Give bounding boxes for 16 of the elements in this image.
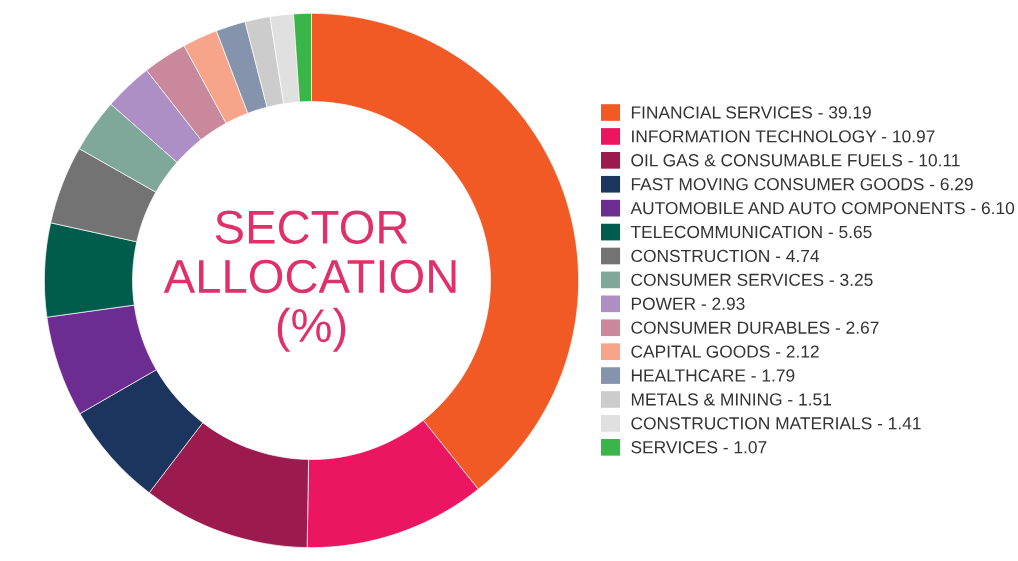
legend-label: AUTOMOBILE AND AUTO COMPONENTS - 6.10: [630, 201, 1015, 215]
legend-label: CONSUMER SERVICES - 3.25: [631, 273, 873, 286]
legend-label: METALS & MINING - 1.51: [631, 393, 831, 406]
legend-label: CONSTRUCTION MATERIALS - 1.41: [631, 417, 921, 430]
legend-label: SERVICES - 1.07: [631, 441, 767, 454]
legend-label: CONSTRUCTION - 4.74: [631, 249, 820, 263]
text: SECTOR ALLOCATION (%): [163, 210, 456, 352]
legend-label: OIL GAS & CONSUMABLE FUELS - 10.11: [631, 154, 960, 167]
legend-label: POWER - 2.93: [631, 297, 745, 310]
legend-label: HEALTHCARE - 1.79: [631, 369, 795, 382]
legend-label: FAST MOVING CONSUMER GOODS - 6.29: [631, 178, 973, 191]
legend-label: CAPITAL GOODS - 2.12: [631, 345, 819, 358]
legend-label: FINANCIAL SERVICES - 39.19: [631, 106, 871, 119]
legend-label: CONSUMER DURABLES - 2.67: [631, 321, 879, 334]
legend-label: TELECOMMUNICATION - 5.65: [630, 225, 872, 239]
legend-label: INFORMATION TECHNOLOGY - 10.97: [632, 130, 935, 143]
